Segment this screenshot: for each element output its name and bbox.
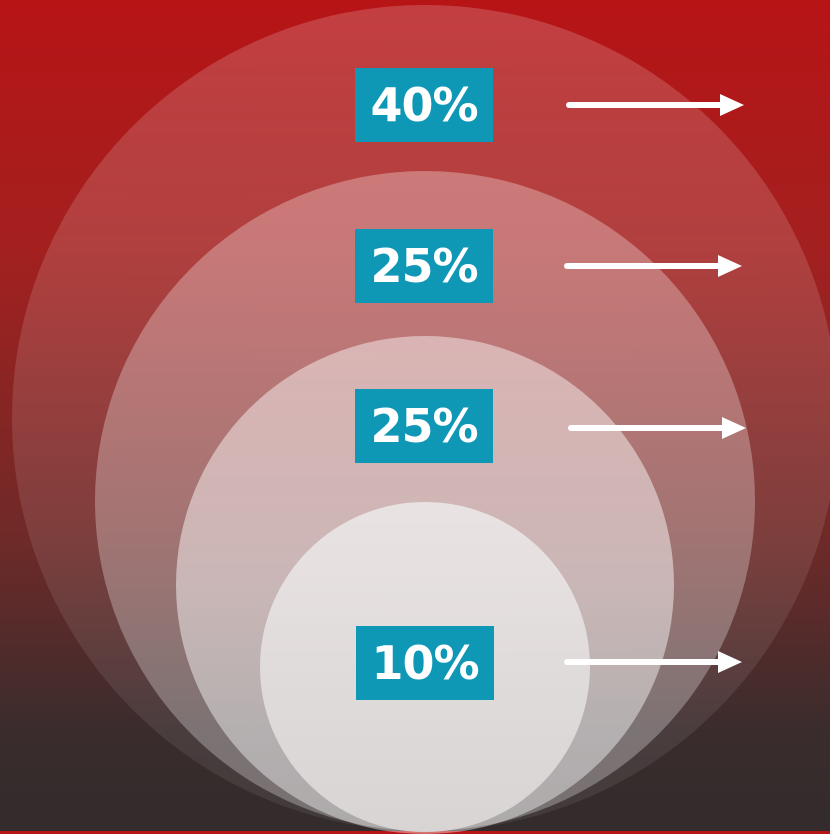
arrow-right-icon <box>564 255 742 277</box>
arrow-right-icon <box>566 94 744 116</box>
level-1-badge: 40% <box>355 68 493 142</box>
level-2-badge: 25% <box>355 229 493 303</box>
arrow-right-icon <box>568 417 746 439</box>
level-4-badge: 10% <box>356 626 494 700</box>
level-3-badge: 25% <box>355 389 493 463</box>
arrow-right-icon <box>564 651 742 673</box>
